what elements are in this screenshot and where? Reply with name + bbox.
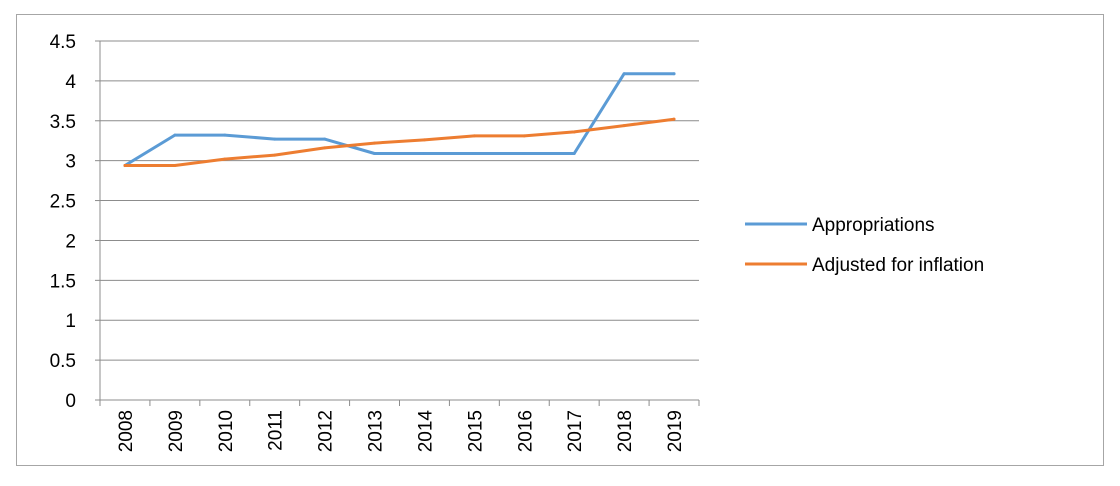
data-point [273,137,277,141]
x-tick-label: 2018 [615,410,636,452]
x-tick-label: 2016 [515,410,536,452]
data-point [123,163,127,167]
x-tick-label: 2019 [665,410,686,452]
y-tick-label: 2.5 [50,192,76,213]
data-point [273,153,277,157]
data-point [622,72,626,76]
y-tick-label: 2 [65,231,76,252]
data-point [422,151,426,155]
y-tick-label: 0.5 [50,351,76,372]
y-tick-label: 3 [65,152,76,173]
y-tick-label: 1 [65,311,76,332]
data-point [522,134,526,138]
data-point [223,157,227,161]
x-tick-label: 2010 [216,410,237,452]
data-point [572,151,576,155]
data-point [672,117,676,121]
y-tick-label: 0 [65,391,76,412]
x-tick-label: 2008 [116,410,137,452]
data-point [373,151,377,155]
x-tick-label: 2012 [316,410,337,452]
x-tick-label: 2013 [366,410,387,452]
series-line-0 [123,72,676,167]
series-line-1 [123,117,676,167]
legend-label: Adjusted for inflation [812,255,984,276]
x-tick-label: 2009 [166,410,187,452]
y-axis-tick-labels: 0 0.5 1 1.5 2 2.5 3 3.5 4 4.5 [50,32,77,412]
data-point [522,151,526,155]
x-axis-tick-labels: 2008 2009 2010 2011 2012 2013 2014 2015 2016 2017… [116,410,686,453]
y-tick-label: 3.5 [50,112,76,133]
x-tick-label: 2014 [415,410,436,453]
data-point [572,130,576,134]
gridlines [100,40,699,361]
data-point [472,151,476,155]
data-point [472,134,476,138]
x-tick-label: 2011 [266,410,287,451]
legend-label: Appropriations [812,215,935,236]
data-point [173,133,177,137]
legend: Appropriations Adjusted for inflation [745,215,984,276]
x-tick-label: 2017 [565,410,586,452]
data-point [373,141,377,145]
axes [95,40,700,406]
y-tick-label: 4.5 [50,32,76,53]
series-lines [123,72,676,167]
x-tick-label: 2015 [465,410,486,452]
data-point [323,146,327,150]
y-tick-label: 1.5 [50,271,76,292]
data-point [422,138,426,142]
data-point [173,163,177,167]
y-tick-label: 4 [65,72,76,93]
data-point [323,137,327,141]
data-point [223,133,227,137]
data-point [672,72,676,76]
data-point [622,124,626,128]
